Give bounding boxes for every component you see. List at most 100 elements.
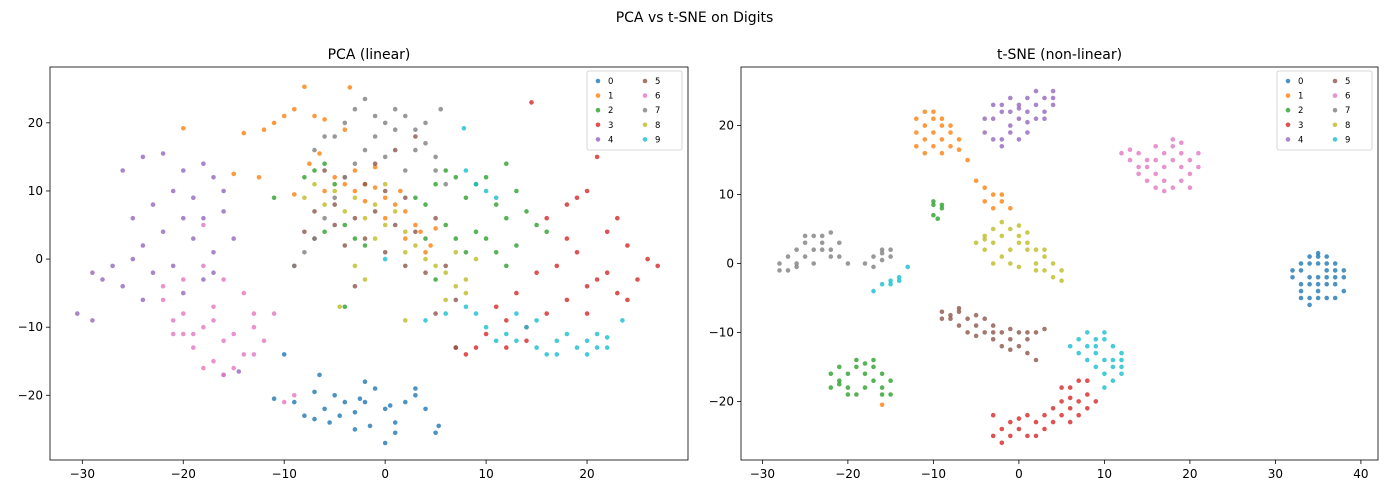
pca-legend-marker-8 (642, 122, 648, 128)
tsne-point-digit-6 (1196, 164, 1201, 170)
tsne-point-digit-8 (1042, 247, 1047, 252)
pca-point-digit-1 (347, 85, 353, 90)
tsne-point-digit-0 (1315, 281, 1321, 287)
pca-point-digit-3 (524, 338, 529, 344)
tsne-point-digit-9 (1102, 330, 1107, 335)
pca-point-digit-4 (231, 236, 236, 241)
pca-point-digit-2 (504, 215, 509, 221)
tsne-legend-label-3: 3 (1298, 121, 1303, 131)
tsne-point-digit-4 (1008, 130, 1013, 135)
tsne-point-digit-0 (1324, 281, 1329, 287)
tsne-point-digit-0 (1298, 295, 1304, 301)
tsne-xtick-label: 40 (1353, 467, 1368, 481)
pca-point-digit-4 (201, 277, 206, 282)
pca-point-digit-4 (90, 318, 95, 323)
pca-point-digit-8 (443, 270, 449, 276)
pca-point-digit-1 (392, 202, 398, 207)
tsne-point-digit-5 (948, 312, 953, 318)
pca-point-digit-2 (443, 168, 449, 173)
pca-point-digit-5 (392, 222, 398, 228)
pca-point-digit-9 (524, 324, 529, 330)
tsne-point-digit-8 (1042, 268, 1047, 273)
pca-point-digit-3 (604, 270, 610, 276)
pca-point-digit-2 (453, 236, 459, 241)
tsne-point-digit-4 (1025, 95, 1030, 101)
pca-point-digit-7 (423, 120, 428, 126)
pca-point-digit-2 (493, 250, 499, 255)
tsne-point-digit-5 (999, 330, 1005, 335)
tsne-point-digit-6 (1170, 144, 1176, 149)
tsne-legend-marker-6 (1332, 93, 1338, 98)
tsne-point-digit-8 (1050, 275, 1056, 280)
pca-point-digit-1 (181, 126, 186, 131)
tsne-point-digit-7 (802, 254, 808, 259)
pca-point-digit-4 (181, 215, 186, 221)
pca-point-digit-1 (342, 127, 348, 132)
tsne-point-digit-2 (871, 357, 876, 363)
tsne-point-digit-0 (1307, 254, 1312, 259)
tsne-point-digit-9 (1119, 371, 1124, 377)
pca-point-digit-7 (382, 154, 388, 160)
pca-point-digit-5 (423, 270, 428, 276)
tsne-point-digit-2 (854, 357, 859, 363)
pca-point-digit-7 (352, 106, 358, 112)
tsne-point-digit-9 (1119, 350, 1124, 356)
tsne-point-digit-2 (837, 364, 842, 370)
tsne-point-digit-7 (879, 257, 885, 263)
tsne-xtick-label: 30 (1268, 467, 1283, 481)
pca-point-digit-9 (564, 331, 570, 337)
tsne-point-digit-9 (1119, 364, 1124, 370)
tsne-point-digit-0 (1315, 254, 1321, 259)
tsne-point-digit-5 (1025, 330, 1030, 335)
pca-point-digit-6 (221, 277, 226, 282)
pca-point-digit-9 (504, 331, 509, 337)
tsne-point-digit-7 (879, 247, 885, 252)
pca-ytick-label: 10 (28, 184, 43, 198)
figure-suptitle: PCA vs t-SNE on Digits (616, 10, 774, 26)
tsne-point-digit-1 (982, 185, 987, 190)
tsne-legend-label-0: 0 (1298, 77, 1303, 87)
pca-point-digit-8 (382, 181, 388, 187)
tsne-point-digit-5 (1042, 326, 1047, 332)
tsne-point-digit-6 (1170, 157, 1176, 163)
pca-point-digit-9 (584, 338, 590, 344)
tsne-point-digit-1 (999, 192, 1005, 197)
tsne-point-digit-4 (982, 130, 987, 135)
tsne-point-digit-3 (1059, 412, 1064, 418)
tsne-point-digit-4 (1042, 116, 1047, 121)
tsne-point-digit-4 (990, 137, 996, 142)
tsne-point-digit-6 (1187, 157, 1193, 163)
tsne-point-digit-2 (854, 392, 859, 397)
tsne-point-digit-3 (1059, 399, 1064, 404)
pca-point-digit-3 (483, 331, 489, 337)
tsne-point-digit-1 (939, 116, 945, 121)
pca-point-digit-7 (322, 134, 327, 139)
tsne-legend-label-2: 2 (1298, 106, 1303, 116)
tsne-point-digit-1 (939, 123, 945, 128)
tsne-point-digit-4 (999, 144, 1005, 149)
tsne-point-digit-1 (956, 137, 962, 142)
pca-point-digit-2 (534, 222, 539, 228)
tsne-point-digit-0 (1324, 254, 1329, 259)
tsne-point-digit-5 (1016, 330, 1022, 335)
tsne-point-digit-7 (837, 254, 842, 259)
pca-point-digit-1 (302, 84, 307, 90)
tsne-point-digit-1 (1008, 206, 1013, 211)
pca-point-digit-8 (463, 290, 469, 296)
tsne-point-digit-4 (1016, 116, 1022, 121)
pca-point-digit-7 (413, 127, 418, 132)
pca-point-digit-7 (423, 141, 428, 146)
pca-point-digit-6 (271, 311, 277, 316)
pca-point-digit-3 (514, 290, 519, 296)
pca-point-digit-0 (292, 399, 297, 405)
tsne-point-digit-4 (999, 102, 1005, 108)
tsne-point-digit-3 (1059, 385, 1064, 390)
tsne-legend-marker-4 (1285, 137, 1291, 142)
pca-point-digit-1 (317, 151, 322, 156)
pca-point-digit-2 (342, 222, 348, 228)
tsne-point-digit-7 (888, 247, 893, 252)
tsne-point-digit-1 (990, 206, 996, 211)
pca-point-digit-2 (493, 202, 499, 207)
tsne-point-digit-3 (1076, 378, 1081, 384)
